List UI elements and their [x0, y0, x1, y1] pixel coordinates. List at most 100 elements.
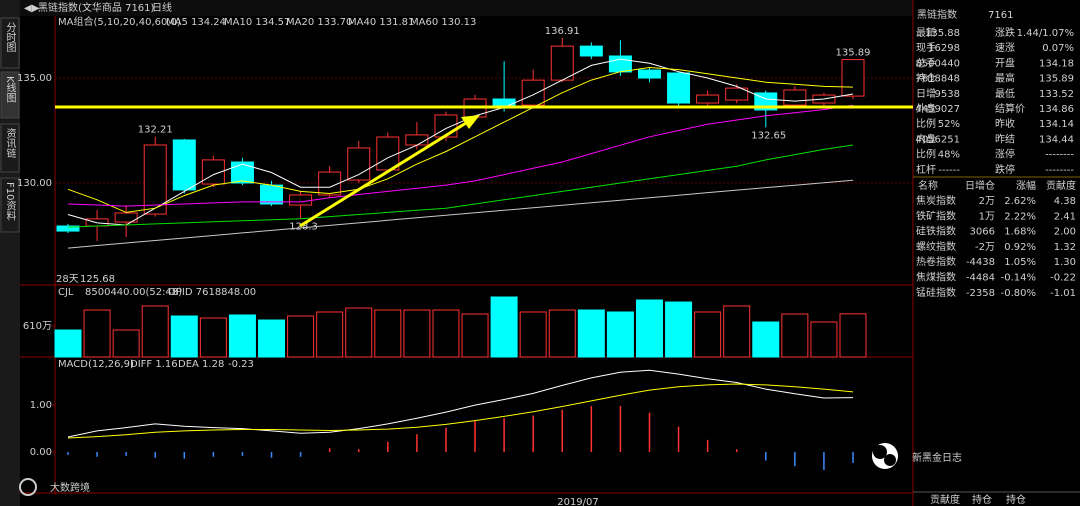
high-label: 136.91	[545, 26, 580, 37]
sector-cell: 铁矿指数	[916, 209, 956, 222]
quote-label: 跌停	[995, 163, 1015, 176]
volume-bar	[694, 311, 722, 358]
quote-label: 总手	[916, 56, 936, 69]
y-tick-label: 1.00	[30, 400, 52, 411]
side-tab-label[interactable]: 分时图	[4, 22, 16, 53]
bottom-tab[interactable]: 持仓	[1006, 493, 1026, 506]
sector-cell: -4438	[966, 257, 995, 268]
quote-value: 16298	[928, 43, 960, 54]
side-tab[interactable]	[0, 17, 20, 69]
brand-icon	[19, 478, 37, 496]
volume-bar	[228, 314, 256, 358]
sector-cell: 2.41	[1054, 211, 1076, 222]
candle-body	[318, 171, 342, 196]
volume-bar	[345, 307, 373, 358]
wechat-icon	[873, 445, 887, 459]
volume-bar	[141, 305, 169, 358]
side-tab[interactable]	[0, 71, 20, 119]
sector-cell: -1.01	[1050, 288, 1076, 299]
y-tick-label: 0.00	[30, 447, 52, 458]
quote-value: 48%	[938, 150, 960, 161]
bottom-tab[interactable]: 持仓	[972, 493, 992, 506]
volume-bar	[577, 309, 605, 358]
sector-header[interactable]: 日增仓	[965, 179, 995, 192]
side-tab[interactable]	[0, 177, 20, 233]
volume-opid: OPID 7618848.00	[168, 287, 256, 298]
quote-value: 8500440	[915, 58, 960, 69]
sector-cell: 2万	[979, 196, 995, 207]
volume-bar	[258, 319, 286, 358]
sector-cell: -0.22	[1050, 273, 1076, 284]
sector-cell: 焦煤指数	[916, 271, 956, 284]
dea-label: DEA 1.28	[178, 359, 224, 370]
sector-header[interactable]: 名称	[918, 179, 938, 192]
candle-body	[405, 134, 429, 146]
candle-body	[260, 184, 284, 205]
side-tab-label[interactable]: F10资料	[4, 182, 16, 221]
side-tab-label[interactable]: 资讯链	[4, 128, 16, 158]
sector-cell: -0.80%	[1001, 288, 1036, 299]
volume-bar	[287, 315, 315, 358]
y-tick-label: 130.00	[17, 178, 52, 189]
quote-value: 4056251	[915, 134, 960, 145]
ma-name: MA20	[286, 17, 314, 28]
volume-bar	[403, 309, 431, 358]
quote-label: 日增	[916, 87, 936, 100]
bottom-tab[interactable]: 贡献度	[930, 493, 960, 506]
quote-value: 1.44/1.07%	[1017, 28, 1074, 39]
candle-body	[521, 79, 545, 106]
sector-cell: 热卷指数	[916, 255, 956, 268]
date-label: 2019/07	[557, 497, 599, 506]
quote-label: 持仓	[916, 72, 936, 85]
sector-header[interactable]: 贡献度	[1046, 179, 1076, 192]
sector-cell: 4.38	[1054, 196, 1076, 207]
quote-value: --------	[1045, 150, 1074, 161]
sector-cell: -0.14%	[1001, 273, 1036, 284]
ma-legend: MA40 131.81	[348, 17, 414, 28]
candle-body	[230, 161, 254, 184]
volume-bar	[54, 329, 82, 358]
candle-body	[667, 72, 691, 104]
volume-bar	[839, 313, 867, 358]
diff-label: DIFF 1.16	[130, 359, 178, 370]
volume-bar	[810, 321, 838, 358]
candle-body	[841, 59, 865, 97]
watermark: 新黑金日志	[912, 451, 962, 464]
sector-cell: 1万	[979, 211, 995, 222]
candle-body	[172, 139, 196, 191]
sector-cell: 锰硅指数	[916, 286, 956, 299]
quote-label: 最高	[995, 72, 1015, 85]
volume-bar	[374, 309, 402, 358]
sector-cell: 螺纹指数	[916, 240, 956, 253]
volume-bar	[83, 309, 111, 358]
quote-code: 7161	[988, 10, 1013, 21]
quote-value: 52%	[938, 119, 960, 130]
sector-cell: 1.30	[1054, 257, 1076, 268]
ma-name: MA5	[166, 17, 188, 28]
quote-value: 133.52	[1039, 89, 1074, 100]
period[interactable]: 日线	[152, 1, 172, 14]
side-tab[interactable]	[0, 123, 20, 173]
sector-header[interactable]: 涨幅	[1016, 179, 1036, 192]
quote-label: 最新	[916, 26, 936, 39]
low-label: 132.65	[751, 130, 786, 141]
top-bar	[20, 0, 913, 16]
nav-arrows[interactable]: ◀▶	[24, 3, 40, 14]
quote-value: 134.44	[1039, 134, 1074, 145]
sector-cell: -2358	[966, 288, 995, 299]
quote-title: 黑链指数	[917, 8, 957, 21]
sector-cell: 1.32	[1054, 242, 1076, 253]
ma-line	[67, 179, 854, 249]
quote-label: 涨跌	[995, 26, 1015, 39]
quote-label: 涨停	[995, 148, 1015, 161]
quote-value: 7618848	[915, 74, 960, 85]
sector-cell: 硅铁指数	[916, 225, 956, 238]
diff-line	[67, 369, 854, 438]
volume-bar	[723, 305, 751, 358]
volume-bar	[170, 315, 198, 358]
candle-body	[550, 45, 574, 81]
sector-cell: 2.00	[1054, 227, 1076, 238]
side-tab-label[interactable]: K线图	[4, 76, 16, 103]
volume-bar	[752, 321, 780, 358]
